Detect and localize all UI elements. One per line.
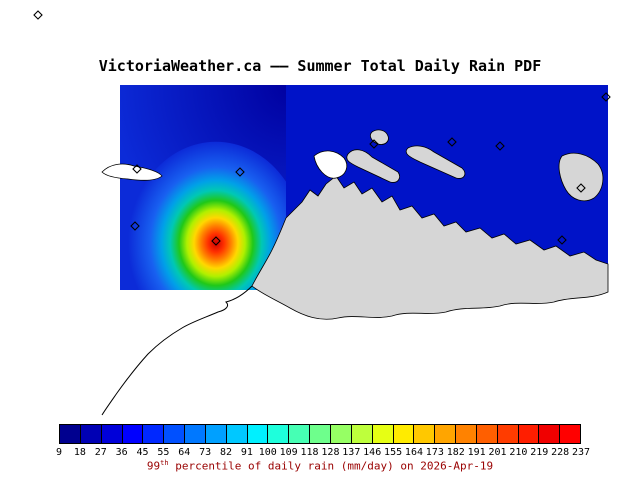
station-marker-icon [557,235,567,245]
colorbar-segment [101,425,123,443]
colorbar-segment [393,425,415,443]
colorbar-segment [122,425,144,443]
colorbar-segment [226,425,248,443]
colorbar-segment [247,425,269,443]
colorbar-segment [205,425,227,443]
field-hotspot [128,141,286,290]
station-marker-icon [235,167,245,177]
station-marker-icon [211,236,221,246]
caption-percentile-number: 99 [146,459,161,473]
colorbar-tick: 55 [157,447,170,458]
station-marker-icon [132,164,142,174]
colorbar-segment [330,425,352,443]
colorbar-tick: 64 [178,447,191,458]
caption-ordinal-suffix: th [160,459,169,467]
colorbar-caption: 99th percentile of daily rain (mm/day) o… [0,459,640,473]
colorbar-segment [372,425,394,443]
colorbar-tick: 82 [220,447,233,458]
colorbar-tick: 155 [384,447,403,458]
colorbar-segment [310,425,331,443]
colorbar-segment [456,425,477,443]
colorbar-segment [435,425,457,443]
coastline-southwest [101,285,253,416]
colorbar-segment [268,425,290,443]
white-island [313,150,348,179]
colorbar-tick: 36 [115,447,128,458]
left-small-island [101,163,163,181]
station-marker-icon [447,137,457,147]
colorbar-tick: 128 [321,447,340,458]
colorbar-tick: 91 [240,447,253,458]
colorbar-ticks: 9 18 27 36 45 55 64 73 82 91 100 109 118 128 137 146 155… [55,447,590,459]
colorbar-tick: 109 [279,447,298,458]
colorbar-tick: 9 [55,447,63,458]
station-marker-icon [495,141,505,151]
colorbar-segment [143,425,165,443]
colorbar-tick: 173 [425,447,444,458]
page-title: VictoriaWeather.ca —— Summer Total Daily… [98,57,542,75]
island-2 [405,145,466,179]
colorbar-tick: 164 [404,447,423,458]
colorbar-tick: 146 [363,447,382,458]
colorbar-tick: 191 [467,447,486,458]
colorbar-tick: 237 [571,447,591,458]
colorbar-segment [560,425,581,443]
colorbar [59,424,581,444]
station-marker-icon [130,221,140,231]
colorbar-tick: 201 [488,447,507,458]
colorbar-segment [185,425,206,443]
station-marker-icon [33,10,43,20]
colorbar-segment [476,425,498,443]
colorbar-tick: 100 [258,447,277,458]
colorbar-segment [518,425,540,443]
colorbar-segment [351,425,373,443]
colorbar-segment [164,425,186,443]
colorbar-tick: 18 [73,447,86,458]
colorbar-tick: 118 [300,447,319,458]
colorbar-segment [539,425,561,443]
colorbar-segment [497,425,519,443]
colorbar-tick: 137 [342,447,361,458]
water-area [286,85,608,264]
colorbar-tick: 210 [509,447,528,458]
island-1 [346,149,400,183]
land-main [251,175,609,320]
colorbar-tick: 228 [551,447,570,458]
colorbar-segment [60,425,81,443]
caption-text: percentile of daily rain (mm/day) on 202… [168,459,494,473]
station-markers [33,10,611,246]
colorbar-tick: 182 [446,447,465,458]
station-marker-icon [576,183,586,193]
field-heatmap [120,85,286,290]
colorbar-segment [80,425,102,443]
station-marker-icon [369,139,379,149]
island-4 [558,152,604,202]
colorbar-tick: 45 [136,447,149,458]
colorbar-tick: 27 [94,447,107,458]
colorbar-segment [414,425,436,443]
colorbar-tick: 73 [199,447,212,458]
colorbar-tick: 219 [530,447,549,458]
station-marker-icon [601,92,611,102]
colorbar-segment [289,425,311,443]
